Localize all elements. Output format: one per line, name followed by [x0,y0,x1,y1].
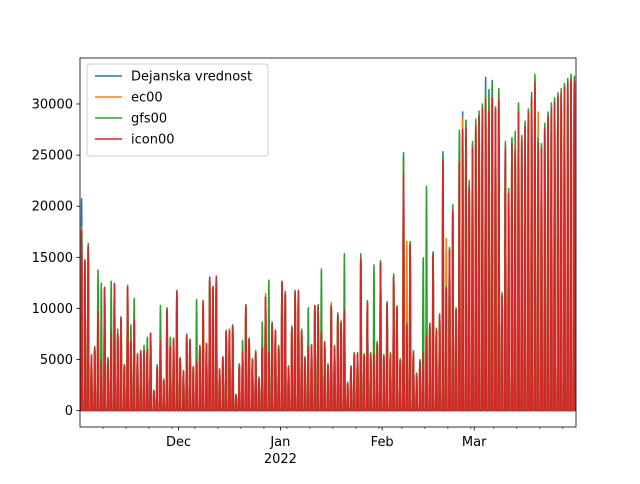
x-tick-label: Dec [166,435,191,450]
legend-label-icon00: icon00 [131,133,175,148]
y-tick-label: 25000 [32,149,73,164]
y-tick-label: 0 [65,404,73,419]
x-tick-label: Mar [462,435,487,450]
x-tick-label: Jan [269,435,290,450]
x-tick-label: Feb [371,435,394,450]
axes-layer: 0 5000 10000 15000 20000 25000 30000 Dec Jan 2022… [32,57,577,467]
y-tick-label: 5000 [40,353,73,368]
y-tick-label: 15000 [32,251,73,266]
y-tick-label: 10000 [32,302,73,317]
y-tick-label: 30000 [32,97,73,112]
series-line-icon00 [79,78,577,412]
series-layer [79,73,577,412]
legend-label-dejanska-vrednost: Dejanska vrednost [131,70,252,85]
legend-box [86,63,269,157]
x-tick-sublabel: 2022 [264,452,297,467]
legend-label-ec00: ec00 [131,91,163,106]
legend-label-gfs00: gfs00 [131,112,167,127]
plot-area-frame [79,57,577,428]
y-tick-label: 20000 [32,200,73,215]
legend: Dejanska vrednost ec00 gfs00 icon00 [86,63,269,157]
